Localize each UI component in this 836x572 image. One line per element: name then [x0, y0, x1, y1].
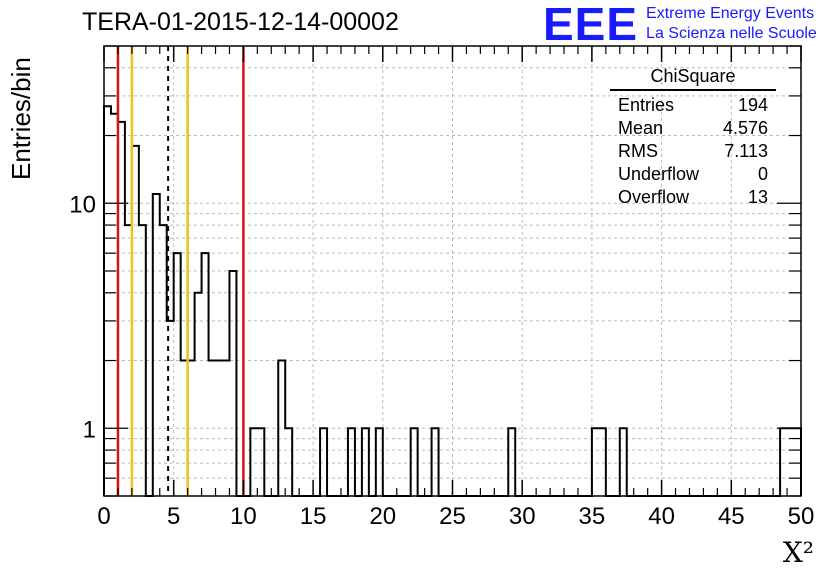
stats-value: 7.113 — [724, 141, 768, 161]
histogram-bin — [195, 293, 202, 496]
eee-logo-mark: EEE — [543, 0, 639, 50]
logo-line-1: Extreme Energy Events — [646, 5, 815, 22]
stats-row-mean: Mean 4.576 — [610, 117, 776, 140]
tick-labels: 0 5 10 15 20 25 30 35 40 45 50 1 10 — [69, 191, 814, 530]
histogram-bin — [229, 271, 236, 496]
x-tick-label: 45 — [718, 503, 745, 530]
stats-row-overflow: Overflow 13 — [610, 186, 776, 209]
eee-logo: EEE Extreme Energy Events La Scienza nel… — [543, 0, 817, 50]
stats-label: RMS — [618, 141, 658, 161]
x-tick-label: 0 — [97, 503, 110, 530]
x-tick-label: 20 — [369, 503, 396, 530]
stats-value: 13 — [747, 187, 768, 207]
x-tick-label: 10 — [230, 503, 257, 530]
x-tick-label: 25 — [439, 503, 466, 530]
stats-title: ChiSquare — [610, 66, 776, 91]
stats-label: Mean — [618, 118, 664, 138]
stats-label: Underflow — [618, 164, 700, 184]
histogram-bin — [104, 106, 111, 496]
logo-line-2: La Scienza nelle Scuole — [646, 25, 817, 42]
stats-box: ChiSquare Entries 194 Mean 4.576 RMS 7.1… — [610, 66, 776, 209]
x-tick-label: 50 — [788, 503, 815, 530]
x-tick-label: 15 — [300, 503, 327, 530]
x-tick-label: 40 — [648, 503, 675, 530]
x-tick-label: 30 — [509, 503, 536, 530]
grid — [104, 45, 801, 497]
stats-value: 0 — [757, 164, 768, 184]
stats-row-underflow: Underflow 0 — [610, 163, 776, 186]
stats-row-rms: RMS 7.113 — [610, 140, 776, 163]
histogram-bin — [202, 253, 209, 496]
stats-label: Overflow — [618, 187, 690, 207]
x-tick-label: 5 — [167, 503, 180, 530]
stats-row-entries: Entries 194 — [610, 94, 776, 117]
eee-logo-text: Extreme Energy Events La Scienza nelle S… — [646, 4, 817, 44]
chart-title: TERA-01-2015-12-14-00002 — [82, 8, 399, 36]
histogram-bin — [153, 194, 160, 496]
histogram-bin — [174, 253, 181, 496]
y-tick-label: 1 — [83, 416, 96, 443]
x-axis-label: X² — [782, 536, 814, 569]
stats-value: 194 — [737, 95, 768, 115]
y-tick-label: 10 — [69, 191, 96, 218]
stats-value: 4.576 — [722, 118, 768, 138]
stats-label: Entries — [618, 95, 675, 115]
y-axis-label: Entries/bin — [6, 57, 36, 180]
x-tick-label: 35 — [579, 503, 606, 530]
axis-ticks — [103, 45, 802, 497]
reference-lines — [116, 46, 245, 496]
